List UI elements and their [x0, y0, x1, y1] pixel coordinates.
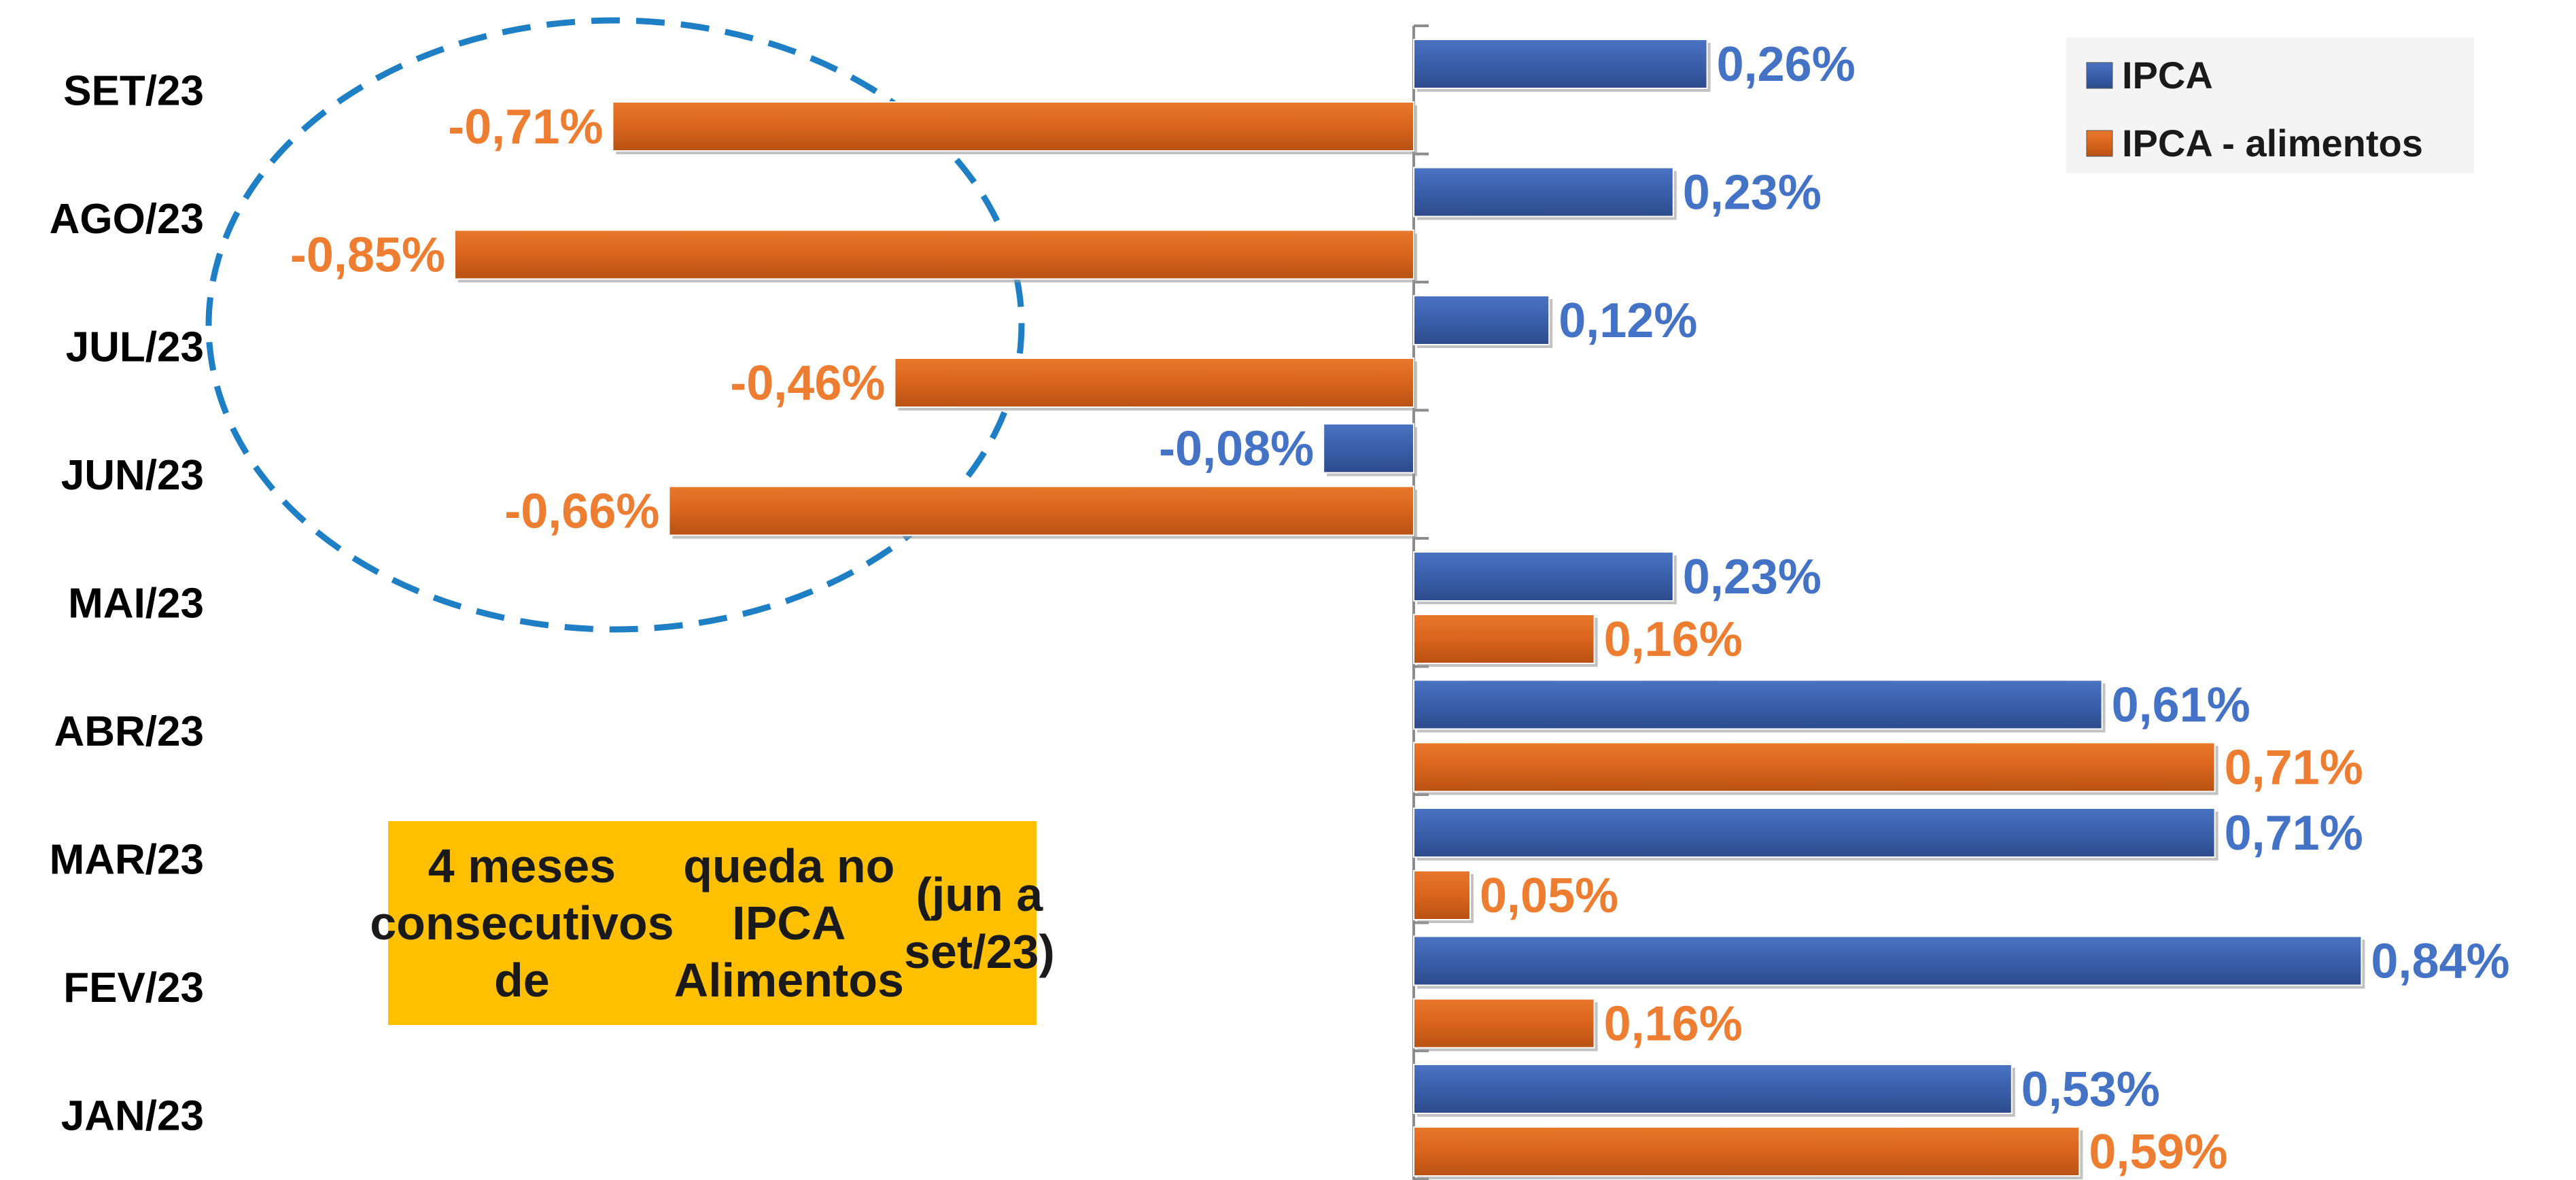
data-label: 0,71%	[2225, 741, 2363, 795]
bar-ipca	[1413, 679, 2103, 730]
bar-ipca	[1413, 295, 1550, 345]
data-label: 0,23%	[1683, 166, 1822, 220]
data-label: 0,26%	[1717, 37, 1856, 92]
category-label: MAI/23	[68, 580, 204, 627]
annotation-line-3: (jun a set/23)	[903, 868, 1055, 978]
bar-ipca	[1413, 808, 2216, 858]
data-label: -0,71%	[448, 100, 603, 154]
data-label: 0,05%	[1480, 869, 1618, 923]
category-label: JAN/23	[61, 1092, 204, 1139]
bar-ipca-alimentos	[1413, 870, 1471, 920]
data-label: 0,53%	[2021, 1062, 2160, 1117]
legend: IPCA IPCA - alimentos	[2066, 37, 2474, 173]
bar-ipca-alimentos	[1413, 742, 2216, 793]
data-label: -0,46%	[730, 356, 885, 411]
data-label: -0,08%	[1159, 422, 1314, 476]
legend-swatch-ipca-alimentos	[2086, 130, 2113, 157]
bar-ipca-alimentos	[1413, 1126, 2081, 1177]
bar-ipca	[1413, 1064, 2013, 1114]
category-label: SET/23	[63, 67, 204, 114]
legend-label-ipca: IPCA	[2122, 54, 2213, 97]
legend-label-ipca-alimentos: IPCA - alimentos	[2122, 122, 2423, 164]
bar-ipca-alimentos	[668, 485, 1414, 536]
data-label: 0,61%	[2112, 678, 2250, 733]
bar-ipca-alimentos	[454, 229, 1414, 280]
bar-ipca-alimentos	[1413, 614, 1595, 664]
category-label: AGO/23	[50, 196, 204, 243]
bar-ipca-alimentos	[1413, 998, 1595, 1049]
bar-ipca-alimentos	[612, 101, 1414, 152]
category-label: ABR/23	[54, 708, 204, 755]
data-label: -0,85%	[290, 228, 445, 283]
category-label: JUL/23	[66, 324, 204, 370]
category-label: FEV/23	[63, 965, 204, 1011]
annotation-line-1: 4 meses consecutivos de	[370, 839, 674, 1007]
annotation-box: 4 meses consecutivos de queda no IPCA Al…	[370, 821, 1055, 1025]
data-label: 0,16%	[1604, 997, 1743, 1052]
bar-ipca	[1413, 935, 2363, 986]
bar-ipca	[1413, 39, 1708, 89]
category-label: MAR/23	[50, 836, 204, 883]
category-label: JUN/23	[61, 452, 204, 499]
bar-ipca-alimentos	[894, 358, 1414, 408]
data-label: -0,66%	[504, 485, 659, 539]
legend-background	[2066, 37, 2474, 173]
annotation-line-2: queda no IPCA Alimentos	[674, 839, 904, 1007]
data-label: 0,23%	[1683, 550, 1822, 604]
data-label: 0,16%	[1604, 612, 1743, 667]
data-label: 0,59%	[2089, 1125, 2227, 1179]
bar-ipca	[1413, 551, 1674, 602]
bar-ipca	[1413, 167, 1674, 218]
legend-swatch-ipca	[2086, 62, 2113, 89]
data-label: 0,12%	[1559, 294, 1697, 348]
data-label: 0,84%	[2371, 935, 2509, 989]
highlight-ellipse	[205, 17, 1025, 633]
data-label: 0,71%	[2225, 806, 2363, 861]
bar-ipca	[1323, 423, 1414, 474]
